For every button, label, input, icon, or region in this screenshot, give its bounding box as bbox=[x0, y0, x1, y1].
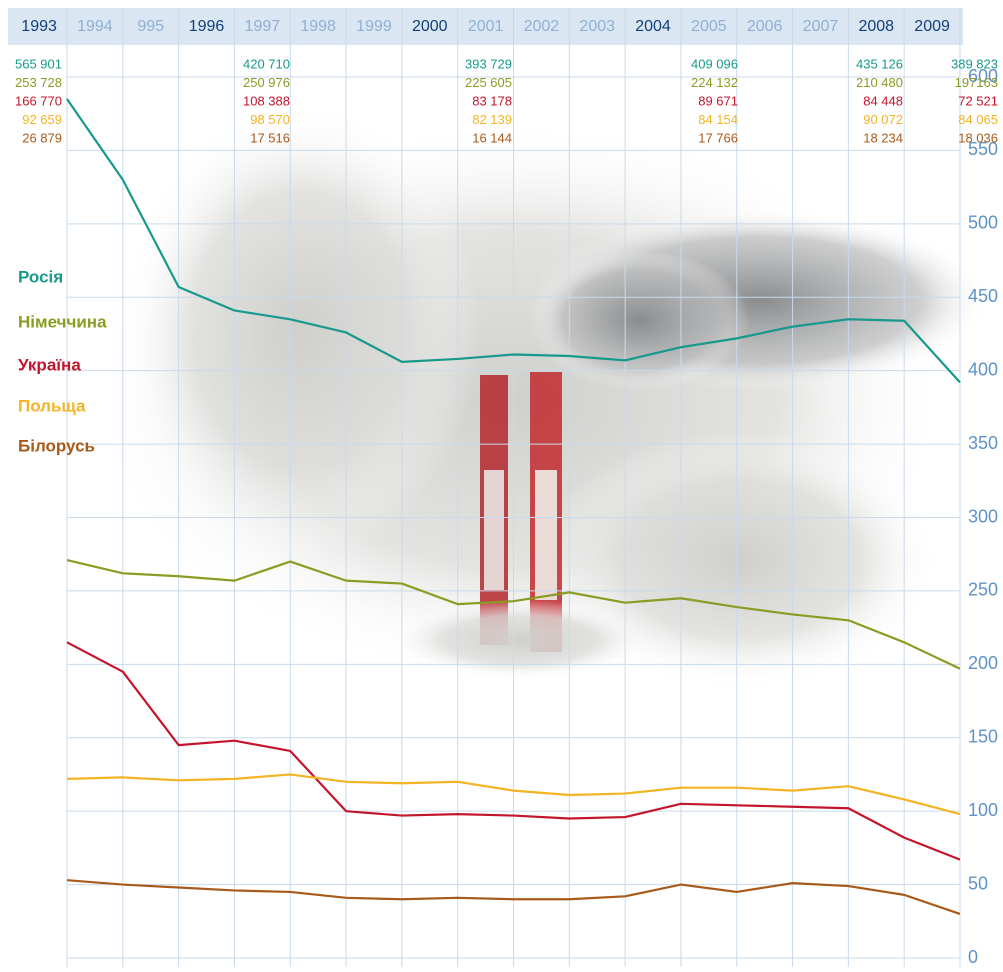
value-annotation: 84 065 bbox=[958, 112, 998, 127]
value-annotation: 253 728 bbox=[15, 75, 62, 90]
x-tick-label: 2000 bbox=[412, 18, 448, 35]
x-tick-label: 2008 bbox=[858, 18, 894, 35]
background-photo bbox=[90, 100, 990, 690]
x-tick-label: 2006 bbox=[747, 18, 783, 35]
x-tick-label: 1997 bbox=[245, 18, 281, 35]
y-tick-label: 500 bbox=[968, 213, 998, 233]
value-annotation: 250 976 bbox=[243, 75, 290, 90]
legend-entry: Польща bbox=[18, 396, 86, 415]
y-tick-label: 0 bbox=[968, 947, 978, 967]
y-tick-label: 150 bbox=[968, 727, 998, 747]
x-tick-label: 1994 bbox=[77, 18, 113, 35]
value-annotation: 17 516 bbox=[250, 130, 290, 145]
x-tick-label: 1998 bbox=[300, 18, 336, 35]
value-annotation: 18 234 bbox=[863, 130, 903, 145]
value-annotation: 224 132 bbox=[691, 75, 738, 90]
chart: 0501001502002503003504004505005506001993… bbox=[0, 0, 1003, 967]
x-tick-label: 2009 bbox=[914, 18, 950, 35]
y-tick-label: 100 bbox=[968, 800, 998, 820]
legend-entry: Україна bbox=[18, 355, 81, 374]
x-tick-label: 1993 bbox=[21, 18, 57, 35]
legend-entry: Росія bbox=[18, 267, 63, 286]
value-annotation: 89 671 bbox=[698, 93, 738, 108]
y-tick-label: 300 bbox=[968, 506, 998, 526]
y-tick-label: 400 bbox=[968, 359, 998, 379]
y-tick-label: 350 bbox=[968, 433, 998, 453]
x-tick-label: 2007 bbox=[803, 18, 839, 35]
value-annotation: 90 072 bbox=[863, 112, 903, 127]
value-annotation: 84 154 bbox=[698, 112, 738, 127]
value-annotation: 98 570 bbox=[250, 112, 290, 127]
value-annotation: 16 144 bbox=[472, 130, 512, 145]
value-annotation: 197163 bbox=[955, 75, 998, 90]
value-annotation: 389 823 bbox=[951, 56, 998, 71]
y-tick-label: 50 bbox=[968, 873, 988, 893]
value-annotation: 72 521 bbox=[958, 93, 998, 108]
value-annotation: 393 729 bbox=[465, 56, 512, 71]
x-tick-label: 2002 bbox=[524, 18, 560, 35]
value-annotation: 26 879 bbox=[22, 130, 62, 145]
value-annotation: 83 178 bbox=[472, 93, 512, 108]
value-annotation: 225 605 bbox=[465, 75, 512, 90]
x-tick-label: 995 bbox=[137, 18, 164, 35]
y-tick-label: 200 bbox=[968, 653, 998, 673]
x-tick-label: 2004 bbox=[635, 18, 671, 35]
value-annotation: 420 710 bbox=[243, 56, 290, 71]
value-annotation: 435 126 bbox=[856, 56, 903, 71]
value-annotation: 82 139 bbox=[472, 112, 512, 127]
value-annotation: 84 448 bbox=[863, 93, 903, 108]
y-tick-label: 450 bbox=[968, 286, 998, 306]
value-annotation: 17 766 bbox=[698, 130, 738, 145]
value-annotation: 210 480 bbox=[856, 75, 903, 90]
y-tick-label: 250 bbox=[968, 580, 998, 600]
value-annotation: 409 096 bbox=[691, 56, 738, 71]
legend-entry: Білорусь bbox=[18, 436, 95, 455]
value-annotation: 108 388 bbox=[243, 93, 290, 108]
value-annotation: 92 659 bbox=[22, 112, 62, 127]
value-annotation: 166 770 bbox=[15, 93, 62, 108]
value-annotation: 18 036 bbox=[958, 130, 998, 145]
x-tick-label: 2001 bbox=[468, 18, 504, 35]
value-annotation: 565 901 bbox=[15, 56, 62, 71]
x-tick-label: 2003 bbox=[579, 18, 615, 35]
legend-entry: Німеччина bbox=[18, 312, 107, 331]
x-tick-label: 2005 bbox=[691, 18, 727, 35]
x-tick-label: 1996 bbox=[189, 18, 225, 35]
x-tick-label: 1999 bbox=[356, 18, 392, 35]
